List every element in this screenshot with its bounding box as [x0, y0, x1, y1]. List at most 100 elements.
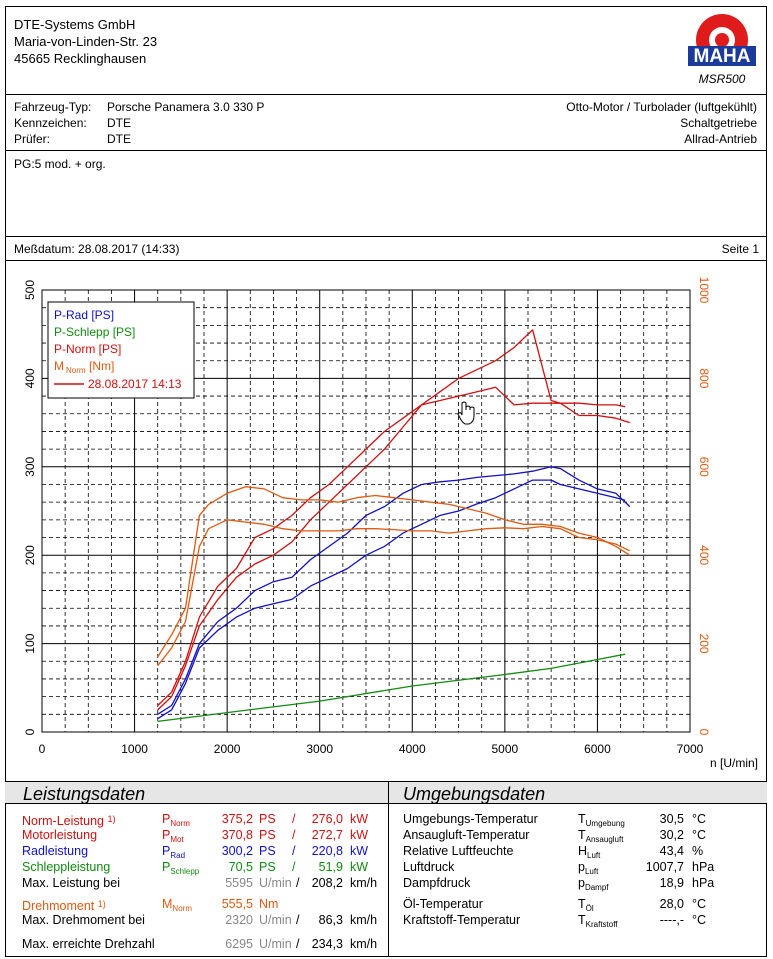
- env-row-label: Luftdruck: [403, 860, 455, 874]
- env-section-title: Umgebungsdaten: [403, 784, 546, 804]
- env-row-unit: hPa: [692, 876, 715, 890]
- vehicle-type-label: Fahrzeug-Typ:: [14, 100, 92, 114]
- engine-type: Otto-Motor / Turbolader (luftgekühlt): [566, 100, 757, 114]
- unit-kw: kW: [350, 828, 369, 842]
- y-right-tick-label: 800: [697, 368, 711, 388]
- x-tick-label: 4000: [399, 742, 426, 756]
- series-line: [157, 479, 626, 720]
- drive-type: Allrad-Antrieb: [684, 132, 757, 146]
- env-section-header: Umgebungsdaten: [389, 782, 767, 804]
- env-row-value: 1007,7: [645, 860, 684, 874]
- power-row-label: Norm-Leistung 1): [22, 814, 116, 828]
- env-row-symbol: TKraftstoff: [578, 913, 618, 929]
- legend-m-norm-sub: Norm: [66, 366, 86, 375]
- x-tick-label: 2000: [214, 742, 241, 756]
- power-row-label: Radleistung: [22, 844, 89, 858]
- y-left-tick-label: 400: [23, 368, 37, 388]
- env-row-symbol: TÖl: [578, 897, 594, 913]
- power-value-kw: 220,8: [311, 844, 343, 858]
- power-value-ps: 370,8: [221, 828, 253, 842]
- series-line: [157, 486, 631, 658]
- cursor-hand-icon: [457, 401, 475, 425]
- y-right-tick-label: 200: [697, 634, 711, 654]
- y-left-tick-label: 300: [23, 456, 37, 476]
- max-power-rpm: 5595: [225, 876, 253, 890]
- company-street: Maria-von-Linden-Str. 23: [14, 34, 158, 49]
- chart-axes: 0 1000 2000 3000 4000 5000 6000 700001002003004…: [23, 277, 711, 756]
- unit-ps: PS: [259, 860, 276, 874]
- env-row-value: 18,9: [659, 876, 684, 890]
- y-left-tick-label: 200: [23, 545, 37, 565]
- legend-p-rad: P-Rad [PS]: [54, 308, 114, 322]
- logo-brand: MAHA: [694, 46, 751, 67]
- maha-logo: MAHA MSR500: [684, 12, 760, 92]
- chart-legend: P-Rad [PS] P-Schlepp [PS] P-Norm [PS] M …: [47, 301, 195, 399]
- env-row-value: 30,2: [659, 828, 684, 842]
- env-row-unit: °C: [692, 897, 707, 911]
- env-row-label: Umgebungs-Temperatur: [403, 812, 538, 826]
- env-row-label: Relative Luftfeuchte: [403, 844, 514, 858]
- series-line: [157, 386, 630, 706]
- max-rpm-unit: U/min: [259, 937, 292, 951]
- y-left-tick-label: 0: [23, 728, 37, 735]
- page-number: Seite 1: [721, 242, 759, 256]
- y-right-tick-label: 0: [697, 729, 711, 736]
- separator: /: [292, 828, 296, 842]
- max-power-speed-unit: km/h: [350, 876, 378, 890]
- separator: /: [296, 937, 300, 951]
- y-right-tick-label: 600: [697, 457, 711, 477]
- legend-p-schlepp: P-Schlepp [PS]: [54, 325, 135, 339]
- unit-ps: PS: [259, 828, 276, 842]
- plate-label: Kennzeichen:: [14, 116, 87, 130]
- torque-value: 555,5: [221, 897, 253, 911]
- power-value-kw: 272,7: [311, 828, 343, 842]
- company-name: DTE-Systems GmbH: [14, 17, 136, 32]
- x-tick-label: 7000: [677, 742, 704, 756]
- env-row-symbol: TAnsaugluft: [578, 828, 624, 844]
- series-line: [157, 329, 626, 711]
- max-rpm-label: Max. erreichte Drehzahl: [22, 937, 155, 951]
- y-left-tick-label: 100: [23, 633, 37, 653]
- series-line: [157, 519, 631, 667]
- max-torque-rpm-unit: U/min: [259, 913, 292, 927]
- notes: PG:5 mod. + org.: [14, 157, 106, 171]
- power-value-ps: 70,5: [228, 860, 253, 874]
- separator: /: [296, 913, 300, 927]
- x-tick-label: 1000: [121, 742, 148, 756]
- max-torque-label: Max. Drehmoment bei: [22, 913, 145, 927]
- max-power-speed: 208,2: [311, 876, 343, 890]
- max-rpm-speed: 234,3: [311, 937, 343, 951]
- max-rpm-value: 6295: [225, 937, 253, 951]
- logo-model: MSR500: [699, 72, 746, 86]
- plot-border: [41, 289, 691, 733]
- max-rpm-speed-unit: km/h: [350, 937, 378, 951]
- env-row-unit: hPa: [692, 860, 715, 874]
- chart-curves: [157, 329, 631, 723]
- x-axis-label: n [U/min]: [710, 756, 758, 770]
- legend-m-norm-symbol: M: [54, 359, 64, 373]
- power-row-symbol: PRad: [162, 844, 186, 860]
- env-row-unit: °C: [692, 812, 707, 826]
- unit-kw: kW: [350, 844, 369, 858]
- max-power-rpm-unit: U/min: [259, 876, 292, 890]
- power-row-symbol: PMot: [162, 828, 184, 844]
- env-row-label: Kraftstoff-Temperatur: [403, 913, 521, 927]
- env-row-unit: °C: [692, 913, 707, 927]
- env-row-value: 43,4: [659, 844, 684, 858]
- separator: /: [292, 812, 296, 826]
- report-frame: [5, 6, 767, 957]
- x-tick-label: 3000: [306, 742, 333, 756]
- power-row-symbol: PSchlepp: [162, 860, 200, 876]
- series-line: [157, 466, 631, 715]
- power-row-label: Schleppleistung: [22, 860, 111, 874]
- y-left-tick-label: 500: [23, 280, 37, 300]
- power-value-kw: 276,0: [311, 812, 343, 826]
- unit-kw: kW: [350, 860, 369, 874]
- env-row-label: Ansaugluft-Temperatur: [403, 828, 530, 842]
- env-row-symbol: TUmgebung: [578, 812, 625, 828]
- legend-p-norm: P-Norm [PS]: [54, 342, 121, 356]
- env-row-symbol: pDampf: [578, 876, 609, 892]
- torque-unit: Nm: [259, 897, 279, 911]
- torque-symbol: MNorm: [162, 897, 192, 913]
- env-row-symbol: HLuft: [578, 844, 601, 860]
